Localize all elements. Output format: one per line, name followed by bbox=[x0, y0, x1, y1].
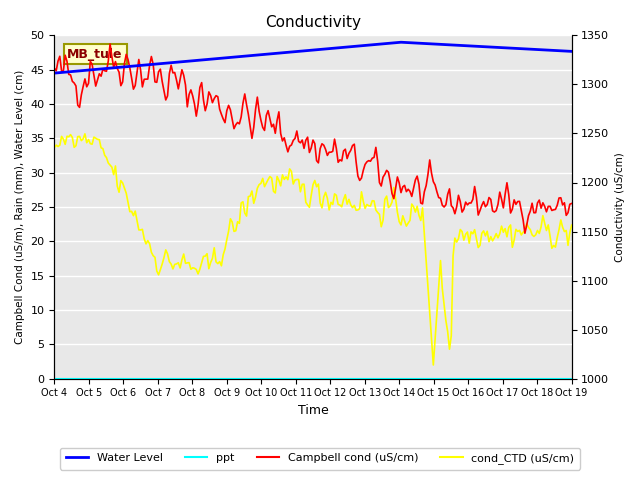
Y-axis label: Campbell Cond (uS/m), Rain (mm), Water Level (cm): Campbell Cond (uS/m), Rain (mm), Water L… bbox=[15, 70, 25, 344]
Text: MB_tule: MB_tule bbox=[67, 48, 123, 60]
Legend: Water Level, ppt, Campbell cond (uS/cm), cond_CTD (uS/cm): Water Level, ppt, Campbell cond (uS/cm),… bbox=[60, 448, 580, 469]
Title: Conductivity: Conductivity bbox=[265, 15, 361, 30]
Y-axis label: Conductivity (uS/cm): Conductivity (uS/cm) bbox=[615, 152, 625, 262]
X-axis label: Time: Time bbox=[298, 404, 328, 417]
